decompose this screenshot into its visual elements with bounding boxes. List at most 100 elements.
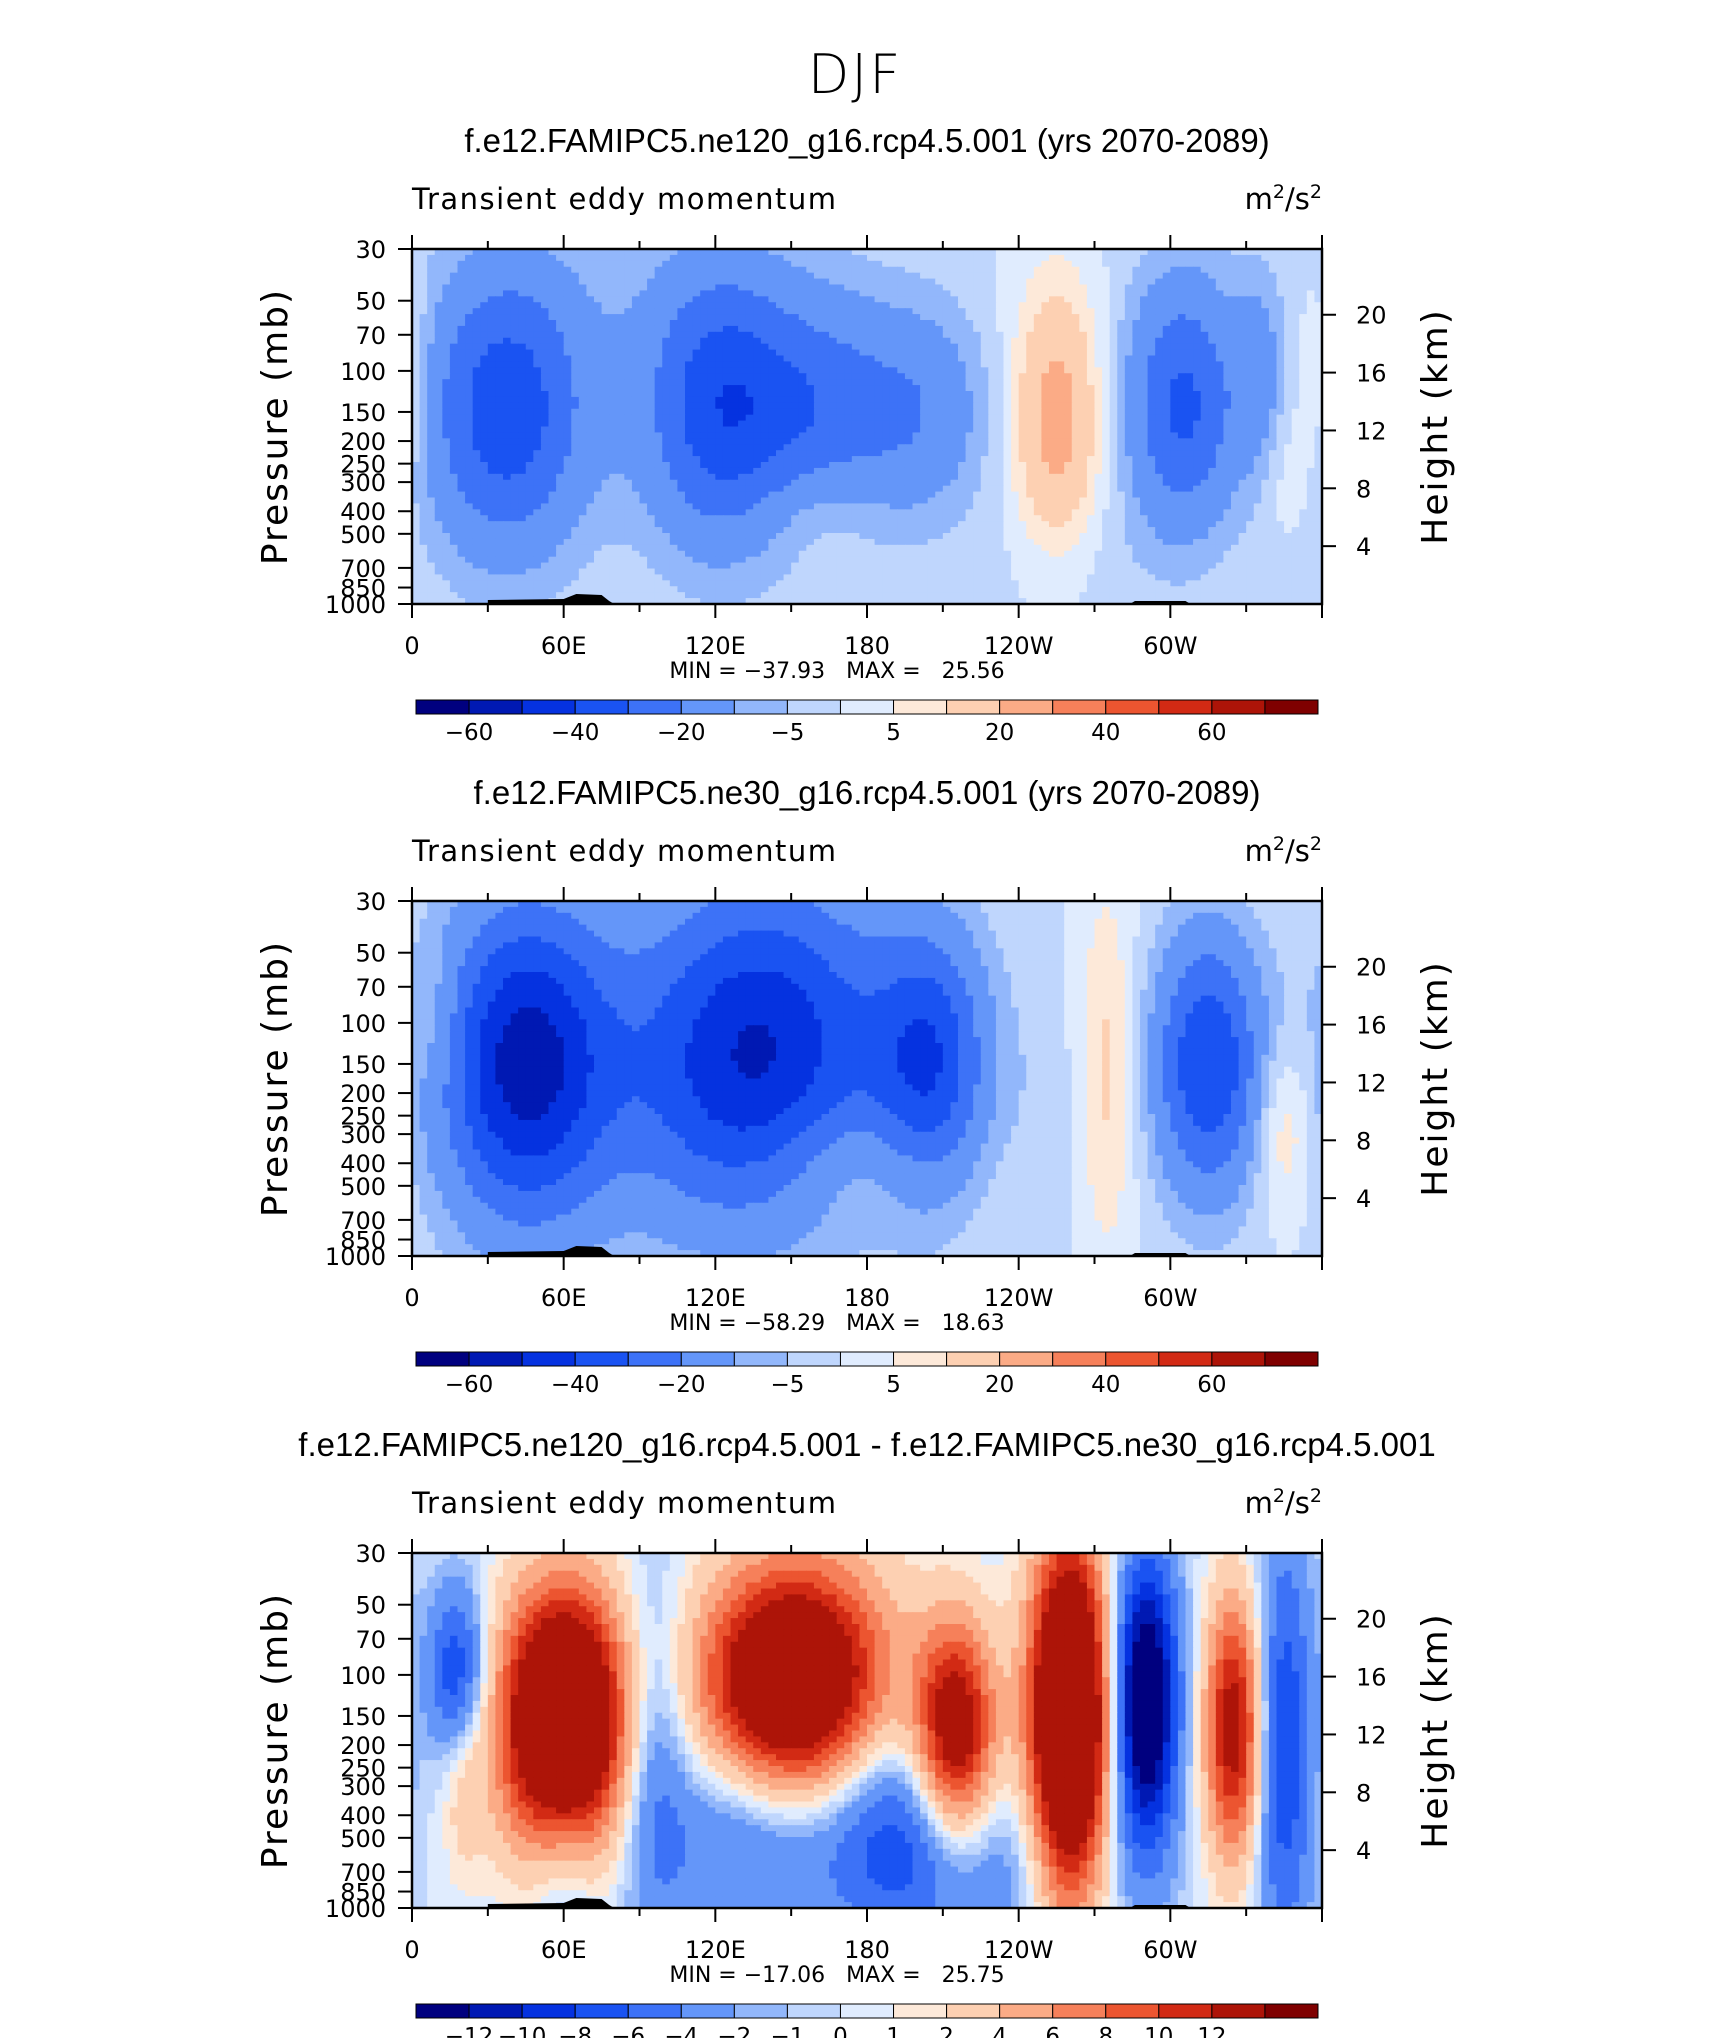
heatmap-cell	[844, 314, 853, 321]
heatmap-cell	[1314, 367, 1322, 374]
heatmap-cell	[586, 367, 595, 374]
heatmap-cell	[1200, 343, 1209, 351]
heatmap-cell	[912, 391, 921, 398]
heatmap-cell	[889, 438, 898, 445]
heatmap-cell	[1314, 290, 1322, 297]
heatmap-cell	[1026, 479, 1035, 487]
heatmap-cell	[1018, 254, 1027, 262]
heatmap-cell	[609, 266, 618, 274]
heatmap-cell	[1064, 302, 1073, 309]
heatmap-cell	[813, 491, 823, 499]
heatmap-cell	[867, 249, 876, 256]
heatmap-cell	[662, 284, 671, 292]
heatmap-cell	[624, 331, 633, 339]
heatmap-cell	[1011, 367, 1020, 374]
heatmap-cell	[631, 331, 641, 339]
heatmap-cell	[1056, 272, 1065, 280]
heatmap-cell	[798, 414, 807, 422]
heatmap-cell	[745, 290, 754, 297]
heatmap-cell	[904, 296, 914, 303]
heatmap-cell	[1215, 456, 1225, 463]
heatmap-cell	[1185, 373, 1194, 380]
heatmap-cell	[829, 343, 838, 351]
heatmap-cell	[1162, 426, 1171, 434]
heatmap-cell	[1109, 260, 1118, 268]
heatmap-cell	[1140, 254, 1149, 262]
heatmap-cell	[988, 266, 997, 274]
heatmap-cell	[1155, 296, 1164, 303]
heatmap-cell	[609, 325, 618, 333]
heatmap-cell	[806, 456, 815, 463]
heatmap-cell	[760, 290, 770, 297]
heatmap-cell	[647, 296, 656, 303]
heatmap-cell	[412, 337, 421, 345]
heatmap-cell	[1170, 432, 1179, 439]
heatmap-cell	[419, 479, 428, 487]
heatmap-cell	[472, 444, 481, 451]
heatmap-cell	[722, 444, 732, 451]
heatmap-cell	[1253, 450, 1262, 457]
heatmap-cell	[1018, 296, 1027, 303]
heatmap-cell	[1246, 462, 1255, 469]
heatmap-cell	[412, 444, 421, 451]
heatmap-cell	[556, 438, 565, 445]
heatmap-cell	[677, 456, 686, 463]
heatmap-cell	[1284, 331, 1293, 339]
heatmap-cell	[677, 426, 686, 434]
heatmap-cell	[707, 254, 716, 262]
heatmap-cell	[457, 462, 466, 469]
heatmap-cell	[480, 479, 489, 487]
heatmap-cell	[1102, 462, 1111, 469]
heatmap-cell	[897, 444, 906, 451]
heatmap-cell	[1268, 260, 1278, 268]
heatmap-cell	[548, 302, 557, 309]
heatmap-cell	[1162, 367, 1171, 374]
heatmap-cell	[1147, 414, 1156, 422]
heatmap-cell	[912, 314, 921, 321]
heatmap-cell	[480, 260, 489, 268]
heatmap-cell	[1238, 278, 1247, 286]
heatmap-cell	[540, 349, 550, 357]
heatmap-cell	[427, 432, 436, 439]
heatmap-cell	[821, 349, 830, 357]
heatmap-cell	[1299, 249, 1308, 256]
heatmap-cell	[1306, 349, 1316, 357]
heatmap-cell	[1064, 479, 1073, 487]
heatmap-cell	[867, 320, 876, 327]
heatmap-cell	[942, 361, 952, 368]
heatmap-cell	[677, 432, 686, 439]
heatmap-cell	[745, 266, 754, 274]
heatmap-cell	[829, 308, 838, 315]
heatmap-cell	[783, 325, 792, 333]
heatmap-cell	[1215, 396, 1225, 404]
heatmap-cell	[912, 462, 921, 469]
heatmap-cell	[1284, 391, 1293, 398]
heatmap-cell	[1147, 308, 1156, 315]
heatmap-cell	[973, 456, 982, 463]
heatmap-cell	[798, 260, 807, 268]
heatmap-cell	[1284, 385, 1293, 392]
heatmap-cell	[791, 314, 800, 321]
heatmap-cell	[1041, 302, 1050, 309]
heatmap-cell	[1299, 308, 1308, 315]
heatmap-cell	[950, 467, 959, 475]
heatmap-cell	[700, 379, 709, 386]
heatmap-cell	[1086, 402, 1096, 410]
heatmap-cell	[571, 331, 580, 339]
heatmap-cell	[594, 343, 603, 351]
heatmap-cell	[1124, 272, 1134, 280]
heatmap-cell	[783, 414, 792, 422]
heatmap-cell	[1306, 367, 1316, 374]
heatmap-cell	[685, 302, 694, 309]
heatmap-cell	[631, 414, 641, 422]
heatmap-cell	[776, 284, 785, 292]
heatmap-cell	[540, 456, 550, 463]
heatmap-cell	[942, 284, 952, 292]
heatmap-cell	[594, 260, 603, 268]
heatmap-cell	[1246, 272, 1255, 280]
heatmap-cell	[768, 367, 777, 374]
heatmap-cell	[753, 485, 762, 493]
heatmap-cell	[487, 302, 497, 309]
heatmap-cell	[813, 473, 823, 481]
heatmap-cell	[692, 420, 701, 428]
